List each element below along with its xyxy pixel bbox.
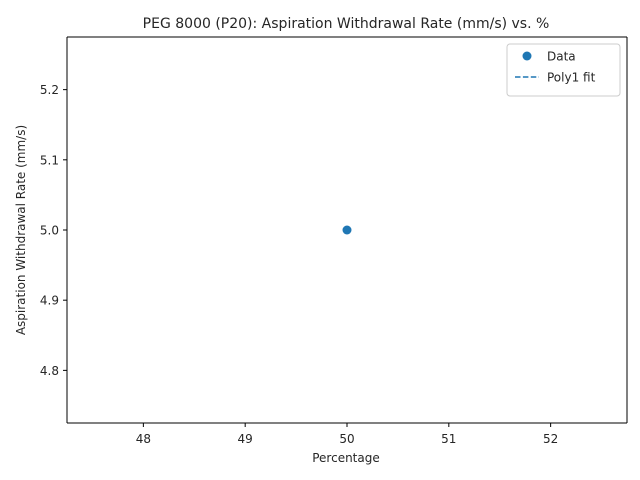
y-tick-label: 4.8 bbox=[40, 364, 59, 378]
series-layer bbox=[342, 225, 352, 235]
chart-title: PEG 8000 (P20): Aspiration Withdrawal Ra… bbox=[143, 16, 550, 32]
legend-marker-data bbox=[522, 51, 532, 61]
y-tick-label: 5.2 bbox=[40, 83, 59, 97]
x-tick-label: 48 bbox=[136, 432, 151, 446]
y-tick-label: 4.9 bbox=[40, 294, 59, 308]
y-axis-label: Aspiration Withdrawal Rate (mm/s) bbox=[14, 125, 28, 335]
x-tick-label: 52 bbox=[543, 432, 558, 446]
y-axis-ticks: 4.8 4.9 5.0 5.1 5.2 bbox=[40, 83, 67, 378]
legend-frame bbox=[506, 43, 621, 97]
axes-frame bbox=[66, 36, 628, 424]
y-tick-label: 5.0 bbox=[40, 224, 59, 238]
x-tick-label: 49 bbox=[238, 432, 253, 446]
legend-label-fit: Poly1 fit bbox=[547, 71, 596, 85]
data-point bbox=[342, 225, 352, 235]
y-tick-label: 5.1 bbox=[40, 153, 59, 167]
x-axis-ticks: 48 49 50 51 52 bbox=[136, 423, 558, 446]
x-tick-label: 50 bbox=[339, 432, 354, 446]
x-tick-label: 51 bbox=[441, 432, 456, 446]
legend: Data Poly1 fit bbox=[506, 43, 621, 97]
legend-label-data: Data bbox=[547, 50, 576, 64]
x-axis-label: Percentage bbox=[312, 451, 380, 465]
